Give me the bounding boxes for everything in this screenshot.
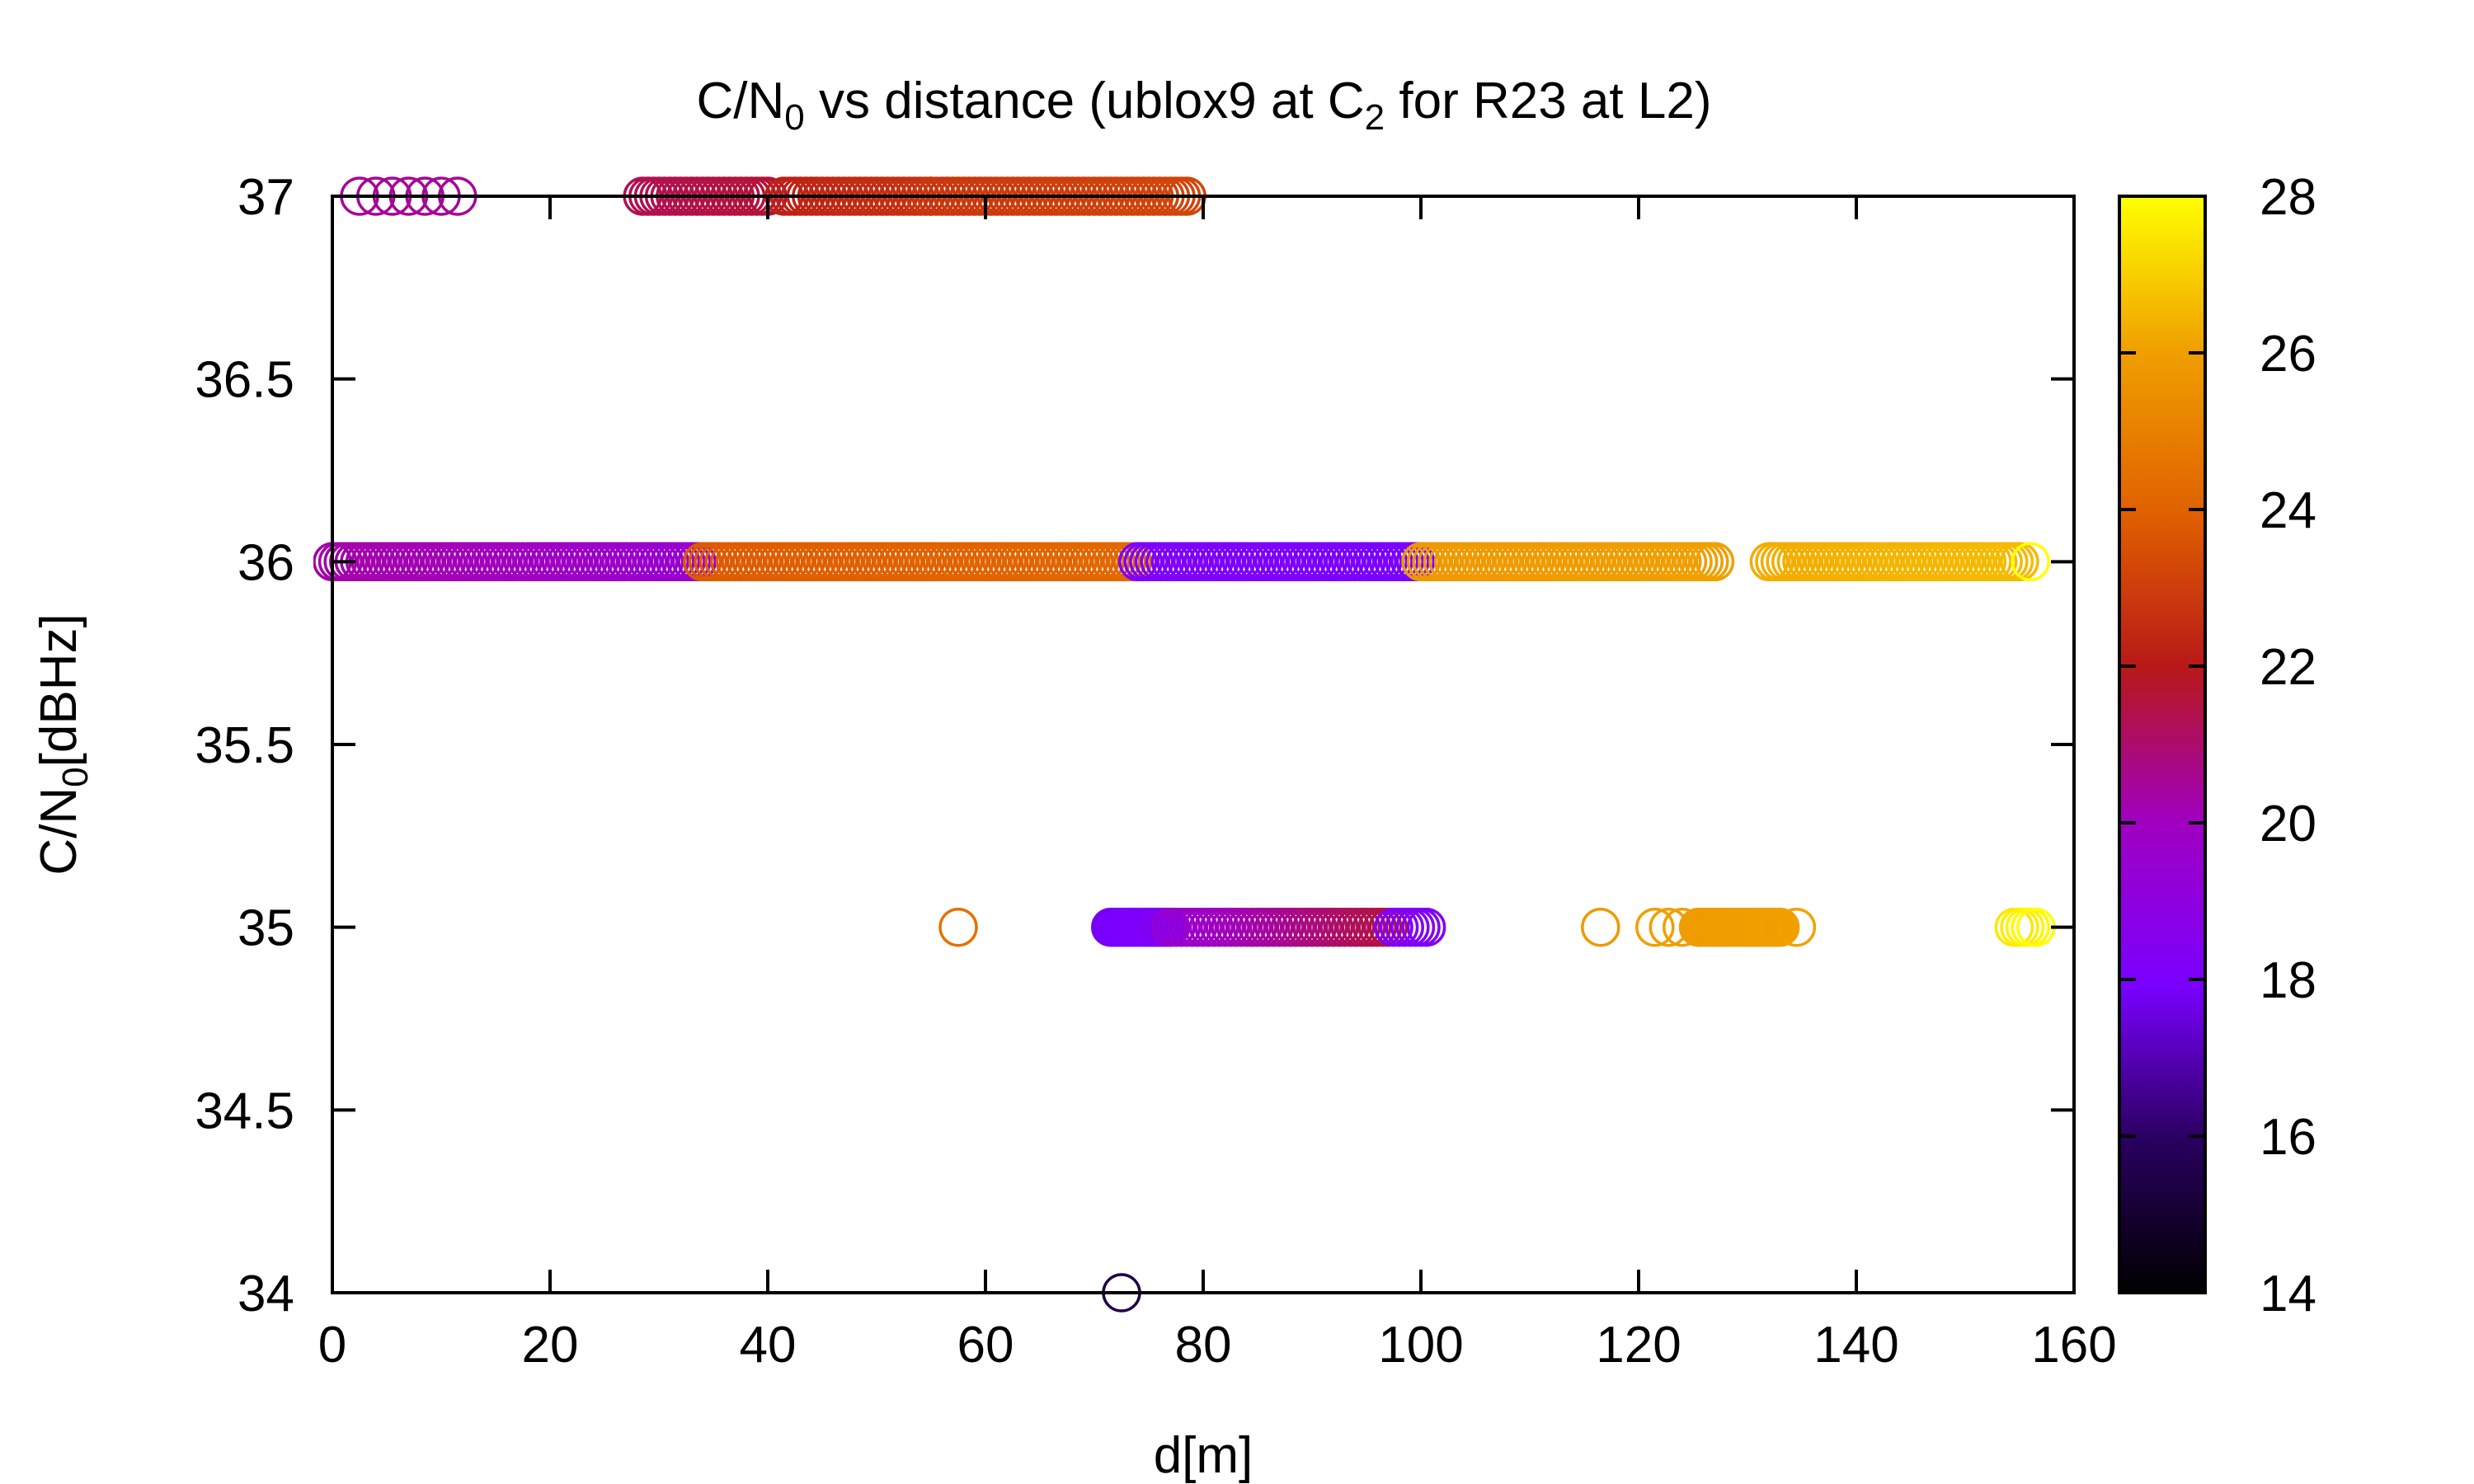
x-tick-label: 140 bbox=[1813, 1317, 1898, 1374]
data-point bbox=[938, 907, 978, 947]
data-point bbox=[1695, 542, 1735, 582]
y-axis: 34 34.5 35 35.5 36 36.5 37 bbox=[195, 169, 2074, 1322]
colorbar-tick-label: 20 bbox=[2260, 796, 2316, 852]
y-tick-label: 34 bbox=[238, 1266, 294, 1322]
y-tick-label: 36 bbox=[238, 534, 294, 591]
x-axis-label: d[m] bbox=[1154, 1427, 1253, 1484]
colorbar-tick-label: 22 bbox=[2260, 639, 2316, 696]
colorbar-gradient bbox=[2119, 196, 2205, 1293]
x-tick-label: 60 bbox=[957, 1317, 1014, 1374]
data-point bbox=[2000, 542, 2039, 582]
colorbar-tick-label: 16 bbox=[2260, 1109, 2316, 1166]
colorbar-tick-label: 28 bbox=[2260, 169, 2316, 226]
data-point bbox=[1635, 907, 1675, 947]
colorbar-tick-label: 14 bbox=[2260, 1266, 2316, 1322]
y-tick-label: 34.5 bbox=[195, 1082, 294, 1139]
x-tick-label: 40 bbox=[740, 1317, 797, 1374]
colorbar-tick-label: 24 bbox=[2260, 482, 2316, 539]
data-point bbox=[2011, 542, 2050, 582]
colorbar-tick-label: 18 bbox=[2260, 952, 2316, 1009]
x-tick-label: 160 bbox=[2031, 1317, 2116, 1374]
data-point bbox=[1406, 907, 1446, 947]
x-tick-label: 20 bbox=[522, 1317, 579, 1374]
colorbar-frame bbox=[2118, 195, 2207, 1294]
plot-frame bbox=[331, 195, 2076, 1294]
data-point bbox=[1776, 907, 1817, 947]
colorbar: 14 16 18 20 22 24 26 28 bbox=[2118, 169, 2316, 1322]
chart-title: C/N0 vs distance (ublox9 at C2 for R23 a… bbox=[697, 73, 1712, 138]
x-tick-label: 80 bbox=[1175, 1317, 1232, 1374]
data-point bbox=[1581, 907, 1620, 947]
colorbar-tick-label: 26 bbox=[2260, 326, 2316, 383]
y-axis-label: C/N0[dBHz] bbox=[31, 613, 96, 875]
colorbar-ticks: 14 16 18 20 22 24 26 28 bbox=[2119, 169, 2316, 1322]
data-points bbox=[313, 176, 2056, 1313]
y-tick-label: 37 bbox=[238, 169, 294, 226]
x-tick-label: 0 bbox=[318, 1317, 346, 1374]
y-tick-label: 36.5 bbox=[195, 352, 294, 409]
x-tick-label: 100 bbox=[1378, 1317, 1463, 1374]
y-tick-label: 35.5 bbox=[195, 717, 294, 774]
data-point bbox=[1760, 907, 1800, 947]
y-tick-label: 35 bbox=[238, 900, 294, 957]
x-axis: 0 20 40 60 80 100 120 140 160 bbox=[318, 196, 2117, 1374]
x-tick-label: 120 bbox=[1596, 1317, 1681, 1374]
